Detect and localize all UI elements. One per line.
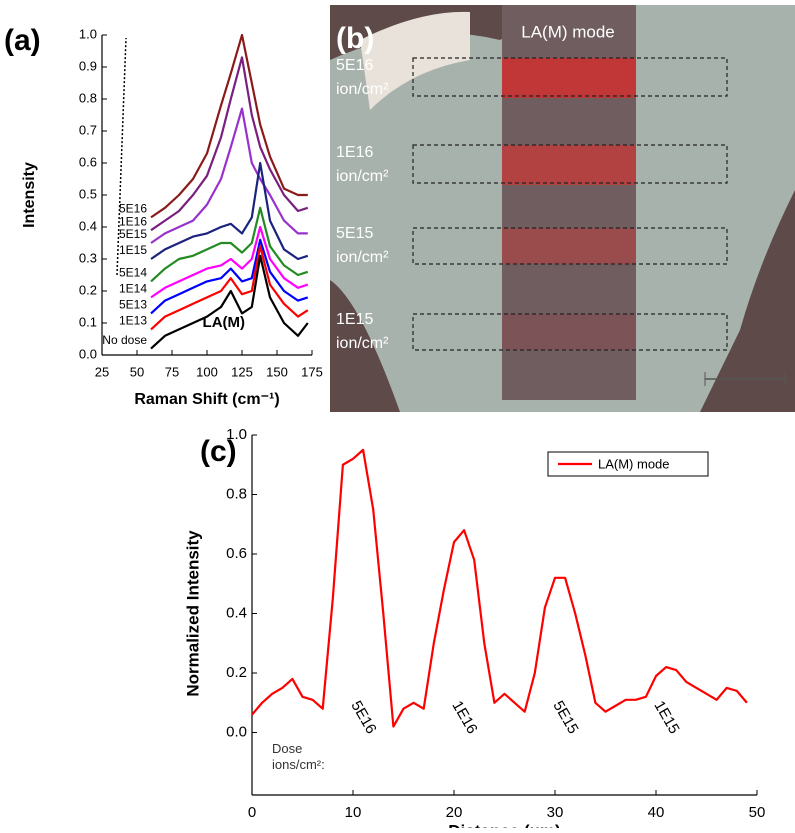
x-tick-label: 125 <box>231 364 253 379</box>
dose-annotation: 5E15 <box>549 698 581 737</box>
x-axis-label: Distance (μm) <box>448 821 560 828</box>
guide-line <box>116 37 127 276</box>
series-label: 1E14 <box>119 282 147 296</box>
series-line <box>150 206 309 283</box>
region-box <box>412 227 728 265</box>
y-tick-label: 0.2 <box>79 282 97 297</box>
y-tick-label: 0.2 <box>226 664 247 681</box>
map-hot <box>502 314 636 350</box>
x-tick-label: 30 <box>547 804 564 821</box>
panel-label: (c) <box>200 435 237 468</box>
series-label: 5E16 <box>119 202 147 216</box>
series-label: 5E13 <box>119 298 147 312</box>
map-hot <box>502 145 636 185</box>
series-label: 5E14 <box>119 266 147 280</box>
dose-label: 1E15 <box>336 311 373 328</box>
series-line <box>150 254 309 350</box>
image-title: LA(M) mode <box>521 22 615 41</box>
map-hot <box>502 58 636 98</box>
series-line <box>150 238 309 315</box>
micrograph: LA(M) mode (b) <box>330 5 795 412</box>
x-tick-label: 10 <box>345 804 362 821</box>
legend: LA(M) mode <box>547 451 709 477</box>
series-line <box>150 245 309 331</box>
legend-label: LA(M) mode <box>598 456 670 471</box>
series-label: No dose <box>102 333 147 347</box>
flake-thick <box>360 11 470 110</box>
panel-label: (b) <box>336 22 374 55</box>
annotation: LA(M) <box>203 314 245 331</box>
y-tick-label: 1.0 <box>79 26 97 41</box>
x-tick-label: 20 <box>446 804 463 821</box>
y-tick-label: 0.9 <box>79 58 97 73</box>
dose-label: 5E15 <box>336 225 373 242</box>
series-line <box>150 33 308 219</box>
series-line <box>150 161 309 261</box>
x-tick-label: 75 <box>165 364 179 379</box>
y-tick-label: 0.4 <box>226 604 247 621</box>
series-line <box>150 56 309 232</box>
series-label: 5E15 <box>119 227 147 241</box>
series-line <box>150 107 308 244</box>
dose-label: 1E16 <box>336 144 373 161</box>
dose-annotation: 5E16 <box>347 698 379 737</box>
x-tick-label: 0 <box>248 804 256 821</box>
unit-label: ion/cm² <box>336 335 389 352</box>
dose-annotation: 1E15 <box>650 698 682 737</box>
y-tick-label: 0.0 <box>226 723 247 740</box>
y-tick-label: 0.6 <box>226 545 247 562</box>
y-tick-label: 0.1 <box>79 314 97 329</box>
y-tick-label: 0.0 <box>79 346 97 361</box>
x-tick-label: 50 <box>130 364 144 379</box>
y-tick-label: 0.8 <box>79 90 97 105</box>
y-axis-label: Intensity <box>21 162 38 228</box>
unit-label: ion/cm² <box>336 168 389 185</box>
series-line <box>150 225 309 299</box>
region-box <box>412 313 728 351</box>
unit-label: ion/cm² <box>336 81 389 98</box>
y-tick-label: 0.6 <box>79 154 97 169</box>
x-tick-label: 40 <box>648 804 665 821</box>
series-label: 1E15 <box>119 243 147 257</box>
series-line <box>251 448 748 728</box>
x-axis-label: Raman Shift (cm⁻¹) <box>134 391 279 408</box>
x-tick-label: 25 <box>95 364 109 379</box>
series-label: 1E16 <box>119 214 147 228</box>
dose-annotation: 1E16 <box>448 698 480 737</box>
y-tick-label: 1.0 <box>226 426 247 443</box>
x-tick-label: 175 <box>301 364 323 379</box>
region-box <box>412 57 728 97</box>
y-tick-label: 0.5 <box>79 186 97 201</box>
y-tick-label: 0.8 <box>226 485 247 502</box>
y-tick-label: 0.3 <box>79 250 97 265</box>
y-axis-label: Normalized Intensity <box>183 530 202 697</box>
panel-label: (a) <box>4 24 41 57</box>
y-tick-label: 0.4 <box>79 218 97 233</box>
x-tick-label: 100 <box>196 364 218 379</box>
x-tick-label: 150 <box>266 364 288 379</box>
dose-label: 5E16 <box>336 57 373 74</box>
x-tick-label: 50 <box>749 804 766 821</box>
region-box <box>412 144 728 184</box>
unit-label: ion/cm² <box>336 249 389 266</box>
map-hot <box>502 228 636 264</box>
series-label: 1E13 <box>119 314 147 328</box>
annotation: Dose ions/cm²: <box>272 741 325 772</box>
y-tick-label: 0.7 <box>79 122 97 137</box>
